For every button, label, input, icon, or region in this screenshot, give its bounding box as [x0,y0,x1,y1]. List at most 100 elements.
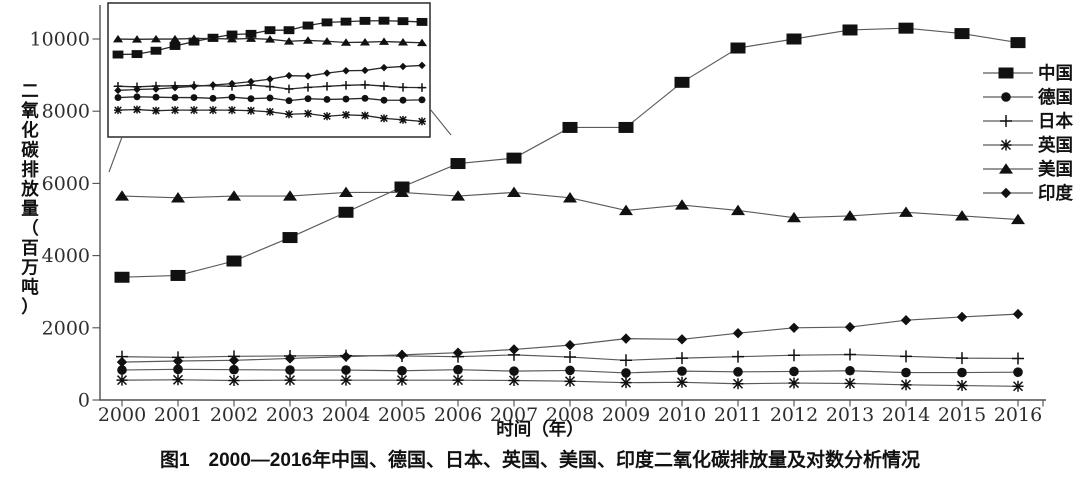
square-marker [340,17,352,26]
asterisk-marker [228,106,236,115]
square-marker [283,26,295,35]
y-tick-label: 8000 [42,101,90,123]
triangle-marker [378,37,390,45]
y-tick-label: 10000 [30,29,90,51]
asterisk-marker [247,106,255,115]
triangle-marker [302,36,314,44]
inset-series-usa [112,34,428,47]
triangle-marker [955,210,969,221]
axes-group: 0 2000 4000 6000 8000 10000 2000 2001 2002 2003 20… [30,5,1046,426]
diamond-marker [399,62,407,71]
y-tick-label: 4000 [42,245,90,267]
plus-marker [620,354,632,367]
circle-marker [399,96,407,104]
triangle-marker [1011,213,1025,225]
triangle-marker [675,199,689,210]
circle-marker [285,365,295,375]
legend-label: 中国 [1038,63,1073,83]
triangle-marker [169,34,181,43]
asterisk-marker [418,117,426,126]
legend-label: 美国 [1038,159,1073,179]
asterisk-marker [788,377,800,389]
x-tick-label: 2016 [994,404,1042,426]
diamond-marker [285,71,293,80]
x-tick-label: 2003 [266,404,314,426]
y-axis-title-char: 化 [21,120,39,140]
asterisk-marker [508,375,520,387]
asterisk-marker [956,380,968,392]
triangle-marker [416,38,428,47]
asterisk-marker [190,106,198,115]
circle-marker [509,366,519,376]
x-tick-label: 2012 [770,404,818,426]
plus-marker [398,83,408,92]
diamond-marker [732,328,744,339]
asterisk-marker [133,105,141,114]
asterisk-marker [304,109,312,118]
triangle-marker [207,34,219,42]
square-marker [562,121,578,133]
square-marker [998,67,1014,79]
y-axis-title-char: ） [21,297,39,317]
legend-item-india: 印度 [983,183,1073,203]
diamond-marker [418,61,426,70]
triangle-marker [227,190,241,201]
circle-marker [397,365,407,376]
diamond-marker [1012,308,1024,320]
inset-series-india [114,61,426,95]
plus-marker [284,84,294,94]
asterisk-marker [900,379,912,391]
asterisk-marker [676,376,688,388]
diamond-marker [114,86,122,95]
diamond-marker [152,85,160,93]
x-axis-title: 时间（年） [496,419,584,439]
y-tick-label: 6000 [42,173,90,195]
diamond-marker [171,83,179,92]
diamond-marker [361,66,369,75]
triangle-marker [264,35,276,43]
diamond-marker [133,85,141,94]
diamond-marker [323,69,331,77]
square-marker [898,22,914,34]
asterisk-marker [340,374,352,386]
legend-item-japan: 日本 [983,111,1073,131]
x-tick-label: 2011 [714,404,762,426]
triangle-marker [340,38,352,46]
asterisk-marker [399,115,407,124]
series-japan [116,348,1024,367]
diamond-marker [844,321,856,333]
circle-marker [285,97,293,105]
asterisk-marker [342,110,350,119]
triangle-marker [359,37,371,46]
diamond-marker [956,311,968,323]
triangle-marker [226,34,238,43]
x-tick-label: 2002 [210,404,258,426]
inset-series-uk [114,105,426,126]
diamond-marker [342,66,350,75]
diamond-marker [228,79,236,88]
diamond-marker [900,315,912,326]
inset-border [107,2,431,138]
y-axis-title-char: 放 [20,179,39,199]
square-marker [150,46,162,55]
circle-marker [171,94,179,102]
circle-marker [133,93,141,101]
triangle-marker [171,192,185,203]
asterisk-marker [361,111,369,120]
x-tick-label: 2006 [434,404,482,426]
x-tick-label: 2004 [322,404,370,426]
circle-marker [845,365,855,376]
circle-marker [677,366,687,376]
square-marker [282,232,298,244]
square-marker [730,42,746,54]
triangle-marker [731,204,745,216]
triangle-marker [619,204,633,216]
plus-marker [417,83,427,92]
triangle-marker [115,190,129,201]
series-india [116,308,1024,368]
asterisk-marker [620,377,632,389]
square-marker [397,17,409,26]
plus-marker [303,83,313,92]
asterisk-marker [209,106,217,115]
asterisk-marker [171,106,179,115]
